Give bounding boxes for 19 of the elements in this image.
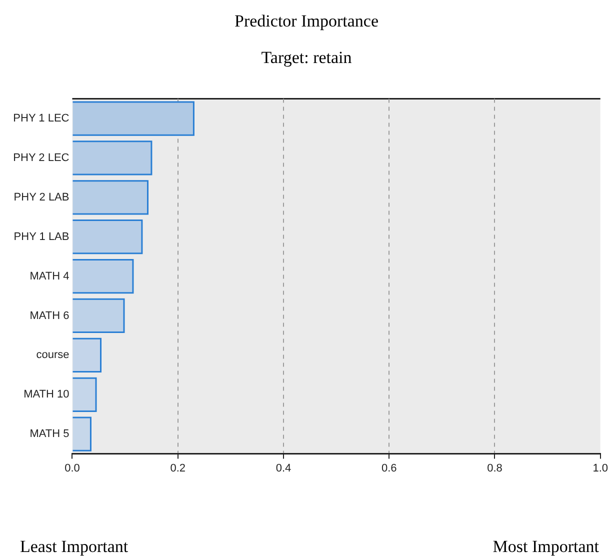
x-tick-label: 1.0 [592, 462, 608, 474]
x-tick-label: 0.6 [381, 462, 397, 474]
x-tick-label: 0.4 [276, 462, 292, 474]
y-tick-label: course [36, 349, 70, 362]
y-tick-label: MATH 6 [30, 310, 70, 322]
chart-title: Predictor Importance [234, 12, 378, 31]
x-tick-label: 0.2 [170, 462, 186, 474]
y-tick-label: MATH 10 [24, 388, 70, 401]
y-tick-label: PHY 2 LAB [14, 191, 70, 204]
text: Least Important [20, 537, 128, 556]
x-tick-label: 0.8 [487, 462, 502, 474]
y-tick-label: PHY 1 LEC [13, 112, 70, 125]
chart-subtitle: Target: retain [261, 48, 352, 68]
y-tick-label: MATH 5 [30, 428, 70, 440]
y-tick-label: PHY 2 LEC [13, 152, 70, 164]
x-tick-label: 0.0 [64, 462, 80, 474]
y-tick-label: PHY 1 LAB [14, 230, 70, 243]
y-tick-label: MATH 4 [30, 270, 70, 282]
text: Most Important [492, 537, 600, 556]
